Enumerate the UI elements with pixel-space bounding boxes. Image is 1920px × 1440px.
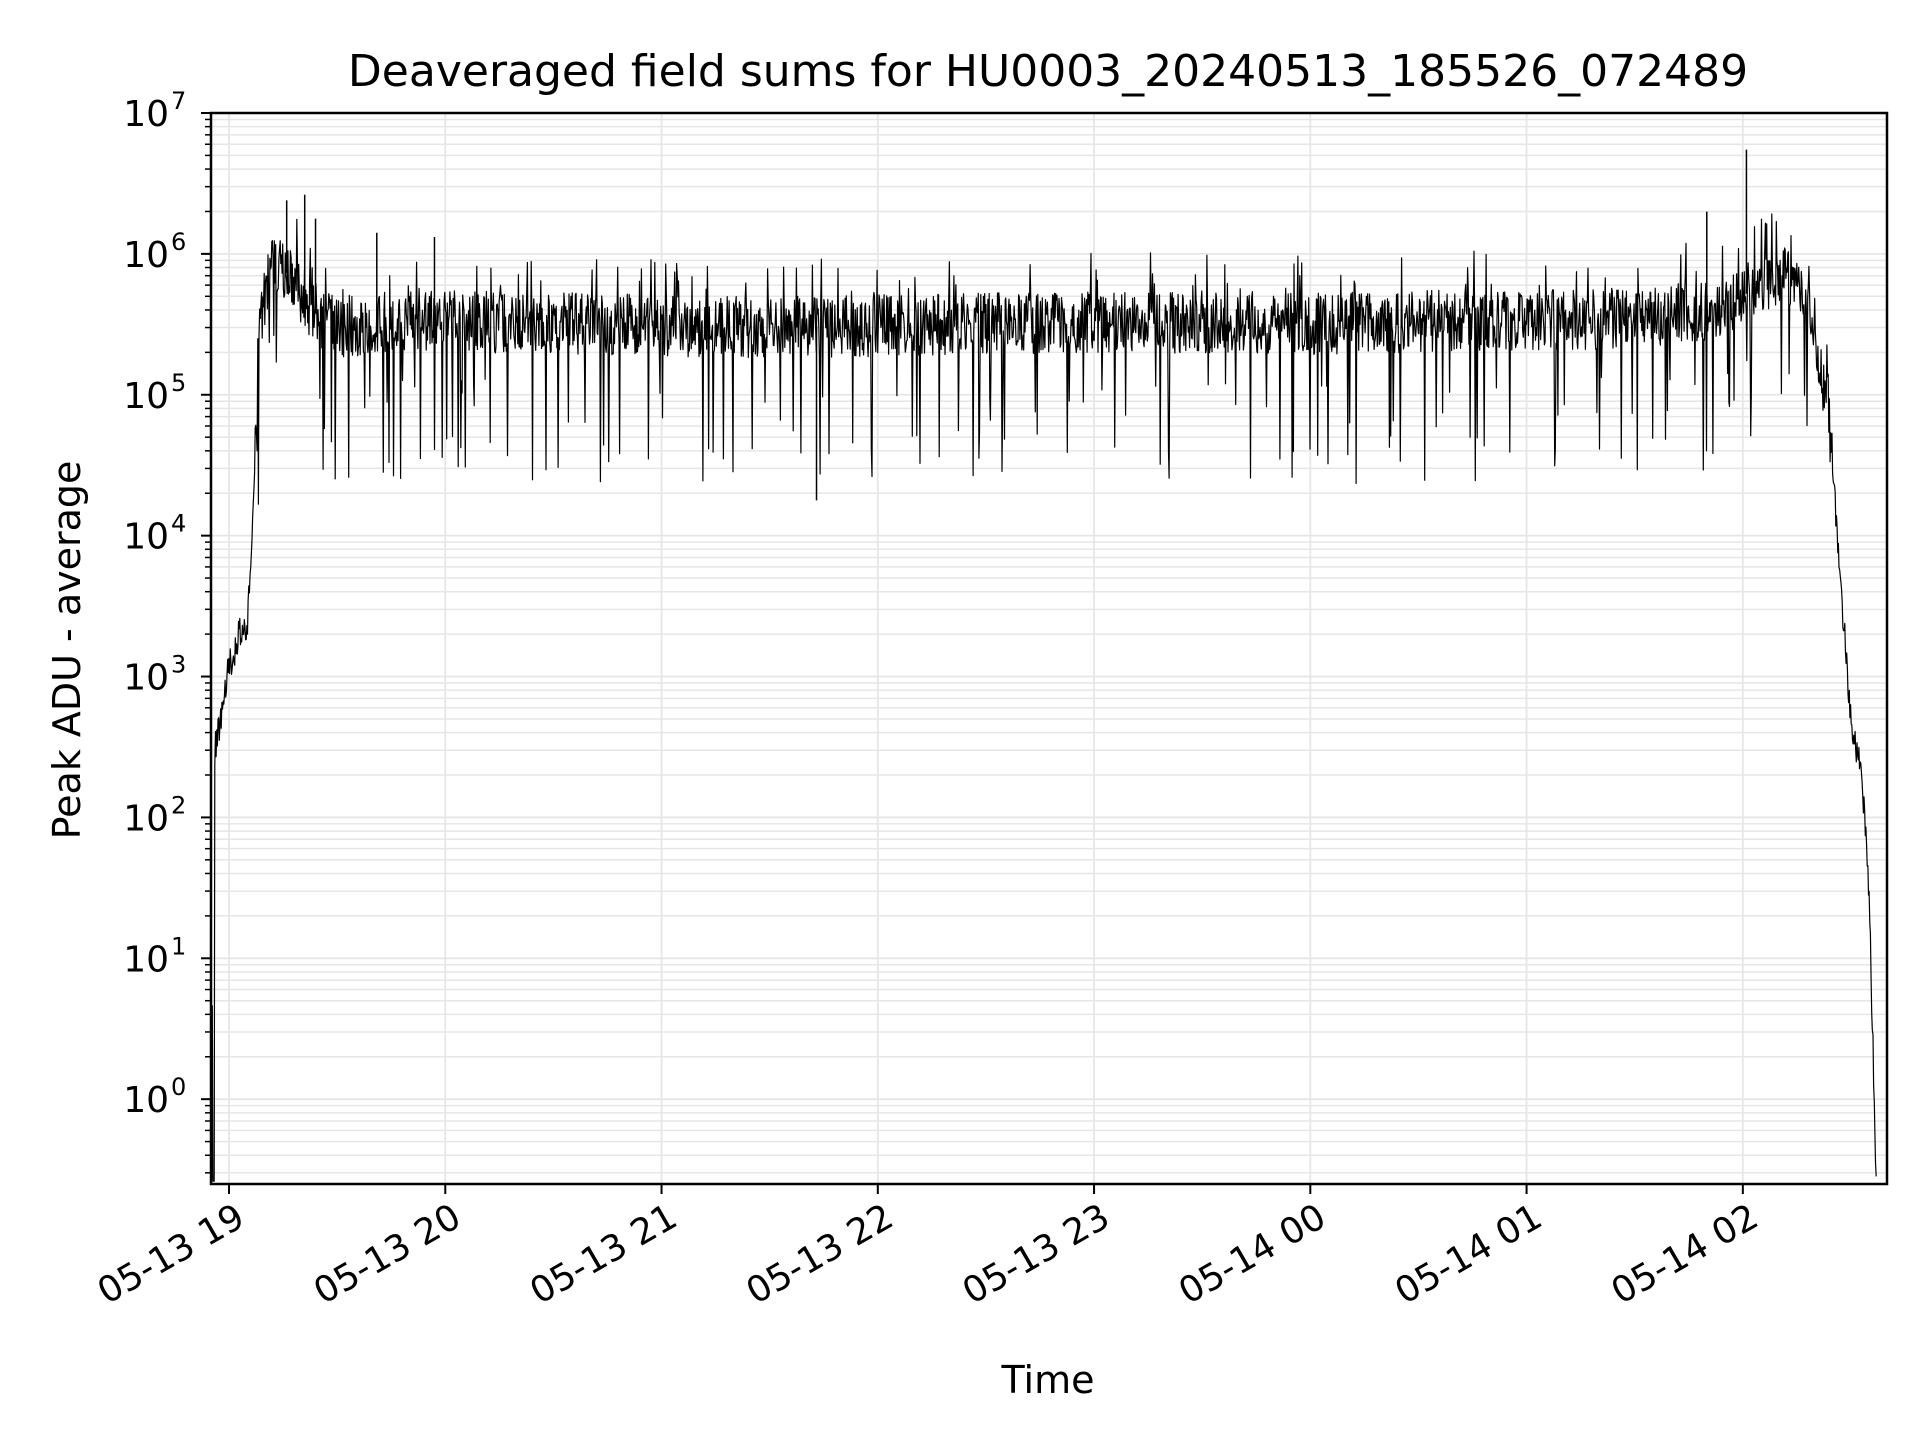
y-axis-label: Peak ADU - average	[45, 461, 89, 840]
y-tick-label-exponent: 0	[171, 1073, 186, 1101]
y-tick-label: 10	[123, 1080, 169, 1121]
y-tick-label-exponent: 5	[171, 369, 186, 397]
y-tick-label: 10	[123, 517, 169, 558]
chart-title: Deaveraged field sums for HU0003_2024051…	[348, 46, 1748, 97]
series-line	[210, 213, 1877, 1182]
x-axis-label: Time	[1001, 1358, 1095, 1402]
plot-frame	[209, 111, 1889, 1186]
y-tick-label: 10	[123, 94, 169, 135]
y-tick-label-exponent: 1	[171, 932, 186, 960]
y-tick-label: 10	[123, 658, 169, 699]
y-tick-label-exponent: 3	[171, 651, 186, 679]
y-tick-label: 10	[123, 798, 169, 839]
y-tick-label: 10	[123, 376, 169, 417]
y-tick-label-exponent: 7	[171, 87, 186, 115]
y-tick-label-exponent: 4	[171, 510, 186, 538]
y-tick-label: 10	[123, 235, 169, 276]
series-layer	[210, 149, 1877, 1182]
y-tick-label-exponent: 6	[171, 228, 186, 256]
y-tick-label-exponent: 2	[171, 791, 186, 819]
y-tick-label: 10	[123, 939, 169, 980]
grid-minor	[211, 118, 1887, 1174]
